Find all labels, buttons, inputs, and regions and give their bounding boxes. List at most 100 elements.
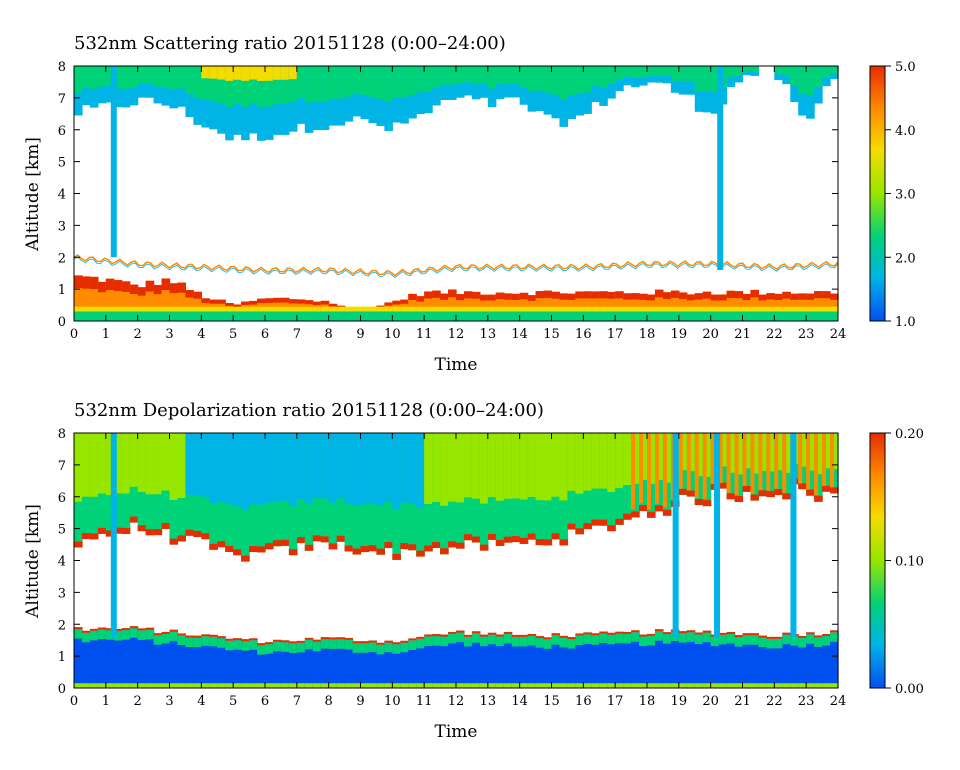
boundary-layer-cell [710, 294, 720, 312]
low-layer-cell [527, 635, 537, 688]
upper-layer-cell [686, 433, 696, 472]
surface-cell [74, 683, 83, 688]
low-layer-cell [782, 634, 791, 645]
upper-layer-cell [113, 433, 123, 494]
low-layer-cell [519, 636, 529, 688]
precip-streak [110, 66, 117, 258]
low-layer-cell [567, 637, 576, 640]
boundary-layer-cell [392, 306, 401, 312]
boundary-layer-cell [670, 290, 680, 312]
scattering-y-label: Altitude [km] [23, 137, 43, 252]
upper-layer-cell [551, 433, 561, 497]
low-layer-cell [591, 635, 600, 688]
upper-layer-cell [368, 433, 378, 504]
boundary-layer-cell [766, 306, 775, 312]
low-layer-cell [209, 634, 218, 637]
cloud-cell [89, 66, 99, 89]
upper-layer-cell [97, 527, 107, 534]
low-layer-cell [328, 639, 338, 649]
upper-layer-cell [567, 523, 576, 530]
upper-layer-cell [241, 433, 250, 511]
boundary-layer-cell [328, 303, 338, 307]
surface-cell [686, 683, 696, 688]
x-tick-label: 0 [70, 694, 78, 709]
low-layer-cell [424, 636, 433, 647]
boundary-layer-cell [583, 291, 592, 299]
boundary-layer-cell [74, 306, 83, 312]
upper-layer-cell [639, 433, 644, 504]
boundary-layer-cell [177, 282, 187, 312]
surface-cell [113, 683, 123, 688]
upper-layer-cell [814, 495, 823, 502]
boundary-layer-cell [296, 306, 306, 312]
low-layer-cell [288, 643, 298, 688]
boundary-layer-cell [440, 306, 449, 312]
upper-layer-cell [352, 433, 362, 506]
low-layer-cell [718, 634, 728, 645]
upper-layer-cell [830, 433, 839, 470]
low-layer-cell [81, 630, 91, 633]
y-tick-label: 8 [58, 427, 66, 442]
low-layer-cell [225, 640, 234, 688]
boundary-layer-cell [105, 278, 115, 291]
boundary-layer-cell [432, 306, 441, 312]
upper-layer-cell [463, 433, 473, 498]
surface-cell [89, 683, 99, 688]
low-layer-cell [352, 641, 362, 644]
cloud-cell [662, 66, 672, 76]
boundary-layer-cell [662, 292, 672, 299]
cloud-cell [631, 66, 640, 78]
upper-layer-cell [559, 433, 569, 501]
boundary-layer-cell [376, 306, 385, 312]
upper-layer-cell [798, 433, 803, 484]
surface-cell [400, 683, 409, 688]
surface-cell [440, 683, 449, 688]
upper-layer-cell [726, 433, 736, 473]
boundary-layer-cell [344, 306, 354, 312]
cloud-cell [153, 66, 163, 87]
boundary-layer-cell [241, 301, 250, 305]
low-layer-cell [352, 643, 362, 688]
upper-layer-cell [113, 527, 123, 534]
boundary-layer-cell [575, 291, 584, 299]
boundary-layer-cell [121, 281, 131, 312]
low-layer-cell [830, 630, 839, 633]
y-tick-label: 6 [58, 491, 66, 506]
low-layer-cell [702, 630, 712, 633]
boundary-layer-cell [535, 291, 545, 299]
upper-layer-cell [766, 433, 771, 491]
boundary-layer-cell [288, 306, 298, 312]
low-layer-cell [631, 632, 640, 688]
depolarization-ratio-panel: 532nm Depolarization ratio 20151128 (0:0… [23, 400, 924, 742]
low-layer-cell [583, 634, 592, 688]
boundary-layer-cell [169, 283, 179, 294]
cloud-cell [288, 66, 298, 80]
boundary-layer-cell [185, 290, 194, 298]
low-layer-cell [543, 639, 553, 649]
upper-layer-cell [527, 533, 537, 540]
boundary-layer-cell [368, 306, 378, 312]
boundary-layer-cell [81, 306, 91, 312]
x-tick-label: 7 [293, 694, 301, 709]
surface-cell [105, 683, 115, 688]
boundary-layer-cell [280, 297, 290, 303]
low-layer-cell [257, 645, 266, 688]
surface-cell [535, 683, 545, 688]
low-layer-cell [217, 636, 226, 639]
upper-layer-cell [758, 433, 767, 471]
low-layer-cell [169, 631, 179, 688]
low-layer-cell [726, 632, 736, 635]
boundary-layer-cell [265, 298, 274, 312]
boundary-layer-cell [718, 306, 728, 312]
upper-layer-cell [201, 433, 210, 497]
x-tick-label: 22 [766, 327, 783, 342]
boundary-layer-cell [408, 293, 417, 312]
low-layer-cell [527, 633, 537, 636]
upper-layer-cell [272, 433, 282, 501]
upper-layer-cell [830, 433, 835, 488]
cloud-cell [304, 66, 314, 103]
low-layer-cell [678, 633, 688, 688]
boundary-layer-cell [543, 290, 553, 298]
upper-layer-cell [392, 553, 401, 560]
upper-layer-cell [440, 433, 449, 506]
